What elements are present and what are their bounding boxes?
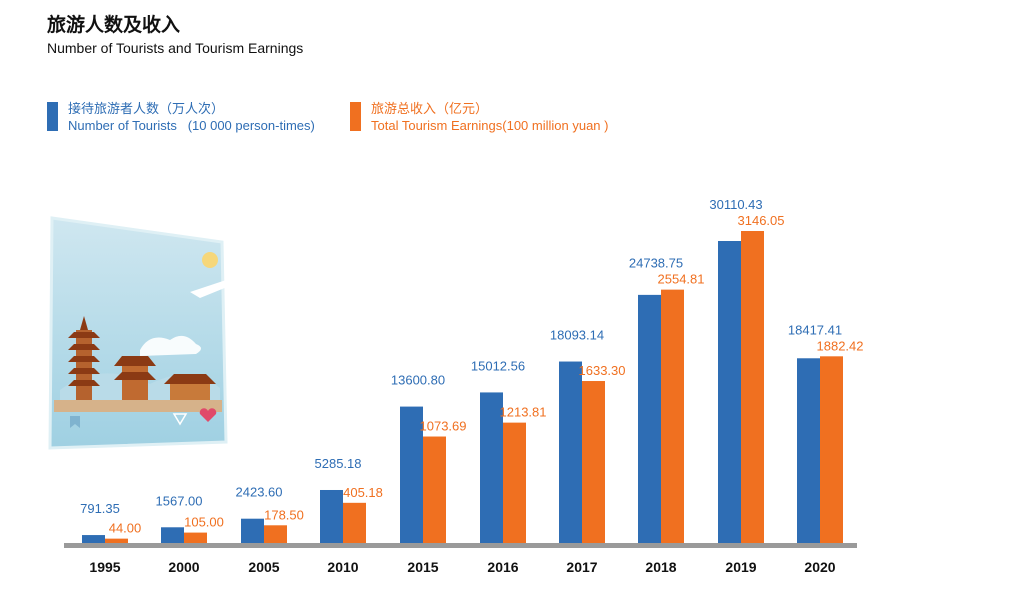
bar-earnings-2020 (820, 356, 843, 543)
heart-icon (199, 408, 217, 422)
bar-earnings-2015 (423, 436, 446, 543)
x-tick-label-1995: 1995 (89, 559, 120, 575)
legend-item-earnings: 旅游总收入（亿元） Total Tourism Earnings(100 mil… (350, 100, 660, 134)
bar-earnings-2005 (264, 525, 287, 543)
bar-earnings-2000 (184, 532, 207, 543)
data-label-tourists-2016: 15012.56 (471, 358, 525, 373)
x-tick-label-2015: 2015 (407, 559, 438, 575)
bar-tourists-2015 (400, 406, 423, 543)
x-tick-label-2019: 2019 (725, 559, 756, 575)
data-label-earnings-2019: 3146.05 (738, 213, 785, 228)
sun-icon (202, 252, 218, 268)
data-label-tourists-2018: 24738.75 (629, 256, 683, 271)
legend-swatch-earnings (350, 102, 361, 131)
data-label-tourists-1995: 791.35 (80, 501, 120, 516)
x-tick-label-2016: 2016 (487, 559, 518, 575)
data-label-earnings-1995: 44.00 (109, 521, 142, 536)
legend-text-earnings: 旅游总收入（亿元） Total Tourism Earnings(100 mil… (371, 100, 608, 134)
bar-tourists-2005 (241, 518, 264, 543)
temple-icon (164, 374, 216, 400)
travel-postcard-illustration (48, 216, 240, 450)
bar-earnings-2019 (741, 231, 764, 543)
pagoda-small-icon (114, 356, 156, 400)
x-axis-baseline (64, 543, 857, 548)
chart-title-en: Number of Tourists and Tourism Earnings (47, 40, 304, 56)
data-label-earnings-2000: 105.00 (184, 515, 224, 530)
bar-tourists-2019 (718, 241, 741, 543)
chart-title-cn: 旅游人数及收入 (47, 14, 181, 36)
bar-tourists-1995 (82, 535, 105, 543)
bar-tourists-2016 (480, 392, 503, 543)
legend-item-tourists: 接待旅游者人数（万人次） Number of Tourists (10 000 … (47, 100, 347, 134)
airplane-icon (190, 275, 240, 298)
data-label-tourists-2000: 1567.00 (156, 493, 203, 508)
bar-tourists-2017 (559, 361, 582, 543)
bar-tourists-2000 (161, 527, 184, 543)
x-tick-label-2020: 2020 (804, 559, 835, 575)
bar-tourists-2010 (320, 489, 343, 543)
data-label-earnings-2015: 1073.69 (420, 419, 467, 434)
bar-tourists-2020 (797, 358, 820, 543)
x-tick-label-2017: 2017 (566, 559, 597, 575)
data-label-tourists-2020: 18417.41 (788, 322, 842, 337)
data-label-earnings-2018: 2554.81 (658, 272, 705, 287)
data-label-tourists-2005: 2423.60 (236, 485, 283, 500)
cloud-icon (140, 335, 201, 356)
legend-label-cn: 接待旅游者人数（万人次） (68, 101, 225, 116)
legend-label-en: Total Tourism Earnings(100 million yuan … (371, 118, 609, 133)
data-label-earnings-2005: 178.50 (264, 507, 304, 522)
data-label-tourists-2015: 13600.80 (391, 373, 445, 388)
like-icon (172, 413, 188, 426)
data-label-earnings-2010: 405.18 (343, 485, 383, 500)
bar-earnings-1995 (105, 538, 128, 543)
pagoda-tall-icon (68, 316, 100, 400)
x-tick-label-2010: 2010 (327, 559, 358, 575)
bar-earnings-2018 (661, 289, 684, 543)
bar-earnings-2016 (503, 422, 526, 543)
x-tick-label-2000: 2000 (168, 559, 199, 575)
bar-tourists-2018 (638, 294, 661, 543)
x-tick-label-2005: 2005 (248, 559, 279, 575)
data-label-tourists-2019: 30110.43 (709, 197, 762, 212)
data-label-earnings-2017: 1633.30 (579, 363, 626, 378)
data-label-earnings-2020: 1882.42 (817, 338, 864, 353)
data-label-tourists-2017: 18093.14 (550, 328, 604, 343)
bar-earnings-2017 (582, 381, 605, 543)
bar-earnings-2010 (343, 502, 366, 543)
data-label-tourists-2010: 5285.18 (315, 456, 362, 471)
legend-text-tourists: 接待旅游者人数（万人次） Number of Tourists (10 000 … (68, 100, 315, 134)
bookmark-icon (70, 416, 80, 428)
legend-swatch-tourists (47, 102, 58, 131)
data-label-earnings-2016: 1213.81 (500, 405, 547, 420)
legend-label-cn: 旅游总收入（亿元） (371, 101, 489, 116)
legend-label-en: Number of Tourists (10 000 person-times) (68, 118, 315, 133)
ground-strip (54, 400, 222, 412)
x-tick-label-2018: 2018 (645, 559, 676, 575)
